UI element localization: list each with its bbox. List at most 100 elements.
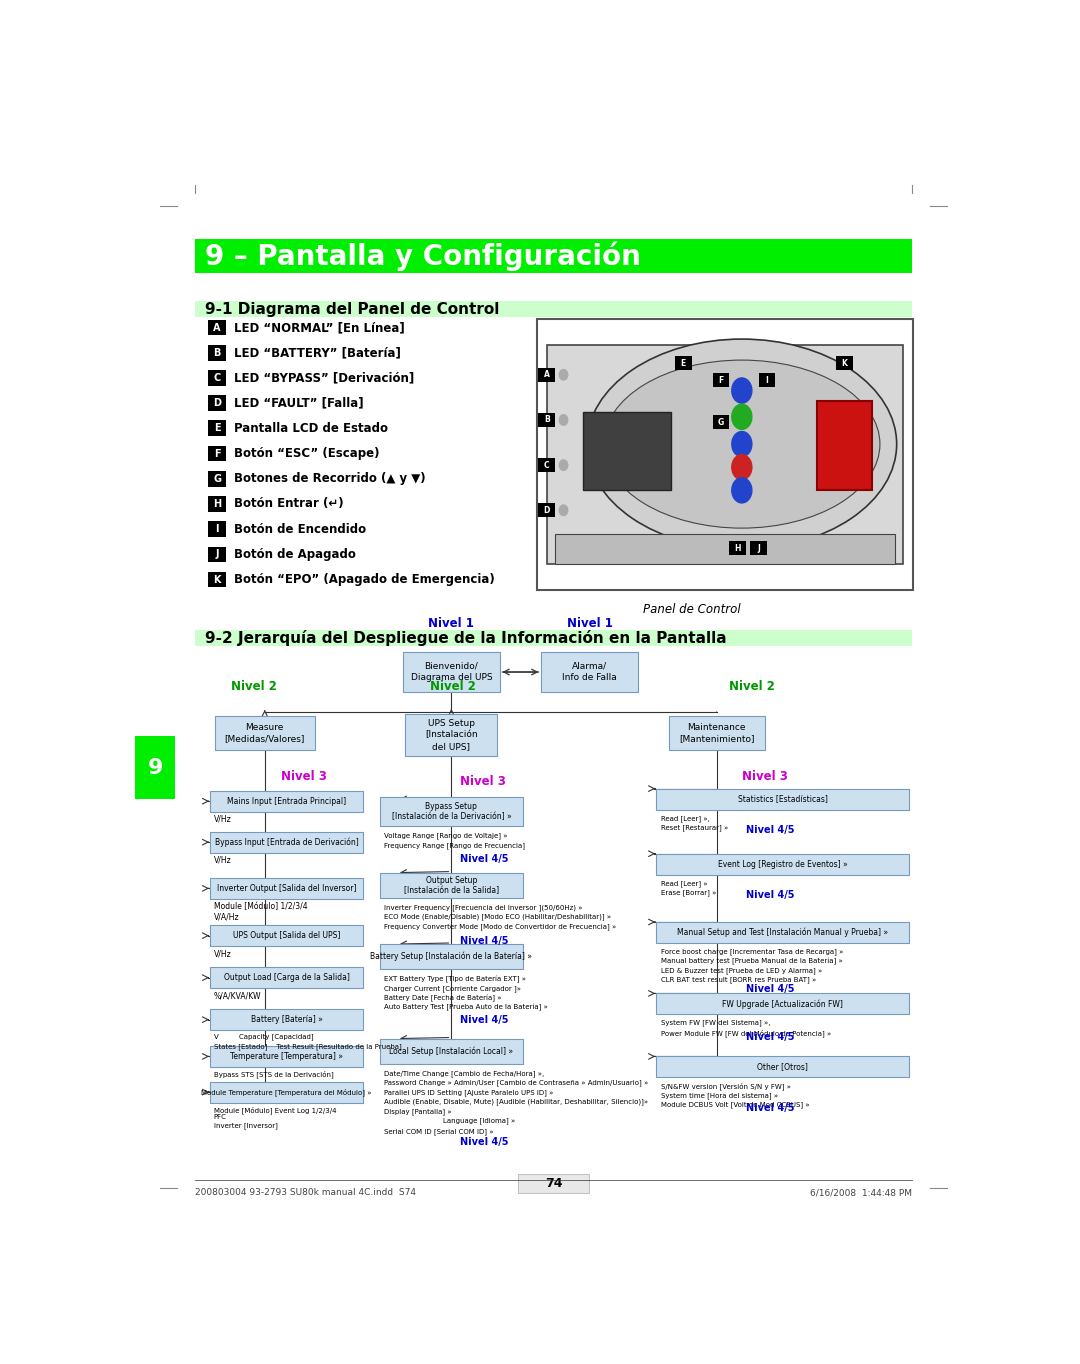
Text: Nivel 2: Nivel 2 (231, 681, 278, 693)
Text: Mains Input [Entrada Principal]: Mains Input [Entrada Principal] (227, 797, 346, 806)
Text: Event Log [Registro de Eventos] »: Event Log [Registro de Eventos] » (718, 859, 848, 869)
Bar (207, 345, 226, 360)
Text: States [Estado]    Test Result [Resultado de la Prueba]: States [Estado] Test Result [Resultado d… (214, 1042, 402, 1049)
Text: Language [Idioma] »: Language [Idioma] » (443, 1117, 515, 1124)
Text: A: A (213, 322, 220, 333)
Text: V         Capacity [Capacidad]: V Capacity [Capacidad] (214, 1034, 313, 1041)
Text: Display [Pantalla] »: Display [Pantalla] » (384, 1108, 453, 1114)
Text: Measure
[Medidas/Valores]: Measure [Medidas/Valores] (225, 723, 305, 743)
Bar (539, 458, 555, 472)
Text: C: C (544, 461, 550, 469)
Bar (539, 413, 555, 427)
Bar (211, 1009, 363, 1030)
Bar (539, 503, 555, 517)
Text: Battery Date [Fecha de Batería] »: Battery Date [Fecha de Batería] » (384, 994, 502, 1001)
Bar (729, 542, 746, 555)
Text: Bienvenido/
Diagrama del UPS: Bienvenido/ Diagrama del UPS (410, 662, 492, 682)
Text: LED “BATTERY” [Batería]: LED “BATTERY” [Batería] (233, 346, 401, 359)
Bar (207, 547, 226, 562)
Text: Temperature [Temperatura] »: Temperature [Temperatura] » (230, 1052, 343, 1061)
Text: D: D (213, 398, 221, 408)
Text: Charger Current [Corriente Cargador ]»: Charger Current [Corriente Cargador ]» (384, 985, 522, 992)
Bar (207, 420, 226, 436)
Text: Bypass Input [Entrada de Derivación]: Bypass Input [Entrada de Derivación] (215, 837, 359, 847)
Text: E: E (680, 359, 686, 368)
Bar (758, 374, 775, 387)
Bar (207, 496, 226, 512)
Text: Nivel 4/5: Nivel 4/5 (746, 825, 795, 835)
Bar (207, 572, 226, 588)
Text: Output Setup
[Instalación de la Salida]: Output Setup [Instalación de la Salida] (404, 876, 499, 895)
Text: Botón “ESC” (Escape): Botón “ESC” (Escape) (233, 447, 379, 460)
Bar (195, 301, 912, 316)
Text: CLR BAT test result [BORR res Prueba BAT] »: CLR BAT test result [BORR res Prueba BAT… (661, 977, 815, 983)
Circle shape (559, 415, 568, 426)
Text: H: H (734, 544, 741, 552)
Text: Panel de Control: Panel de Control (643, 603, 741, 615)
Bar (518, 1174, 589, 1194)
Text: Nivel 4/5: Nivel 4/5 (746, 983, 795, 994)
Text: B: B (544, 416, 550, 424)
Text: Nivel 2: Nivel 2 (729, 681, 775, 693)
Text: Inverter Output [Salida del Inversor]: Inverter Output [Salida del Inversor] (217, 884, 356, 893)
Bar (403, 652, 500, 692)
Bar (818, 401, 872, 490)
Text: Audible (Enable, Disable, Mute) [Audible (Habilitar, Deshabilitar, Silencio)]»: Audible (Enable, Disable, Mute) [Audible… (384, 1098, 649, 1105)
Ellipse shape (588, 340, 896, 550)
Text: Nivel 1: Nivel 1 (567, 617, 612, 630)
Text: 9-2 Jerarquía del Despliegue de la Información en la Pantalla: 9-2 Jerarquía del Despliegue de la Infor… (205, 630, 727, 647)
Text: 200803004 93-2793 SU80k manual 4C.indd  S74: 200803004 93-2793 SU80k manual 4C.indd S… (195, 1188, 416, 1198)
Bar (211, 1082, 363, 1102)
Text: 9 – Pantalla y Configuración: 9 – Pantalla y Configuración (205, 241, 642, 271)
Bar (546, 345, 903, 563)
Text: Force boost charge [Incrementar Tasa de Recarga] »: Force boost charge [Incrementar Tasa de … (661, 948, 843, 955)
Text: 9: 9 (147, 757, 163, 777)
Text: Module [Módulo] Event Log 1/2/3/4: Module [Módulo] Event Log 1/2/3/4 (214, 1106, 336, 1113)
Text: Pantalla LCD de Estado: Pantalla LCD de Estado (233, 421, 388, 435)
Text: Nivel 4/5: Nivel 4/5 (460, 936, 509, 945)
Text: Statistics [Estadísticas]: Statistics [Estadísticas] (738, 795, 827, 803)
Bar (751, 542, 767, 555)
Text: Nivel 4/5: Nivel 4/5 (460, 1138, 509, 1147)
Bar (657, 993, 909, 1015)
Text: V/Hz: V/Hz (214, 814, 231, 824)
Bar (211, 878, 363, 899)
Bar (380, 1038, 523, 1064)
Text: Date/Time Change [Cambio de Fecha/Hora] »,: Date/Time Change [Cambio de Fecha/Hora] … (384, 1071, 544, 1076)
Bar (713, 374, 729, 387)
Circle shape (559, 370, 568, 381)
Text: Output Load [Carga de la Salida]: Output Load [Carga de la Salida] (224, 973, 350, 982)
Text: Botón de Apagado: Botón de Apagado (233, 548, 355, 561)
Text: Nivel 4/5: Nivel 4/5 (746, 1033, 795, 1042)
Bar (380, 944, 523, 970)
Text: Manual battery test [Prueba Manual de la Batería] »: Manual battery test [Prueba Manual de la… (661, 958, 842, 964)
Circle shape (732, 477, 752, 503)
Bar (539, 368, 555, 382)
Text: Nivel 4/5: Nivel 4/5 (460, 854, 509, 863)
Bar (195, 630, 912, 645)
Text: Reset [Restaurar] »: Reset [Restaurar] » (661, 824, 728, 831)
Text: UPS Output [Salida del UPS]: UPS Output [Salida del UPS] (233, 932, 340, 940)
Bar (583, 412, 671, 490)
Text: C: C (214, 372, 220, 383)
Text: B: B (214, 348, 220, 357)
Text: G: G (718, 417, 724, 427)
Circle shape (732, 431, 752, 457)
Text: Nivel 3: Nivel 3 (742, 769, 787, 783)
Text: Battery Setup [Instalación de la Batería] »: Battery Setup [Instalación de la Batería… (370, 952, 532, 962)
Bar (211, 832, 363, 852)
Text: EXT Battery Type [Tipo de Batería EXT] »: EXT Battery Type [Tipo de Batería EXT] » (384, 975, 526, 983)
Text: V/Hz: V/Hz (214, 949, 231, 959)
Text: Nivel 3: Nivel 3 (282, 769, 327, 783)
Bar (541, 652, 637, 692)
Text: J: J (757, 544, 760, 552)
Bar (211, 1046, 363, 1067)
Text: Bypass Setup
[Instalación de la Derivación] »: Bypass Setup [Instalación de la Derivaci… (392, 802, 511, 821)
Text: I: I (215, 524, 219, 535)
Text: 9-1 Diagrama del Panel de Control: 9-1 Diagrama del Panel de Control (205, 301, 500, 316)
Text: ECO Mode (Enable/Disable) [Modo ECO (Habilitar/Deshabilitar)] »: ECO Mode (Enable/Disable) [Modo ECO (Hab… (384, 914, 611, 921)
Bar (211, 967, 363, 988)
Text: Local Setup [Instalación Local] »: Local Setup [Instalación Local] » (389, 1046, 513, 1056)
Bar (713, 415, 729, 428)
Text: Erase [Borrar] »: Erase [Borrar] » (661, 889, 716, 896)
